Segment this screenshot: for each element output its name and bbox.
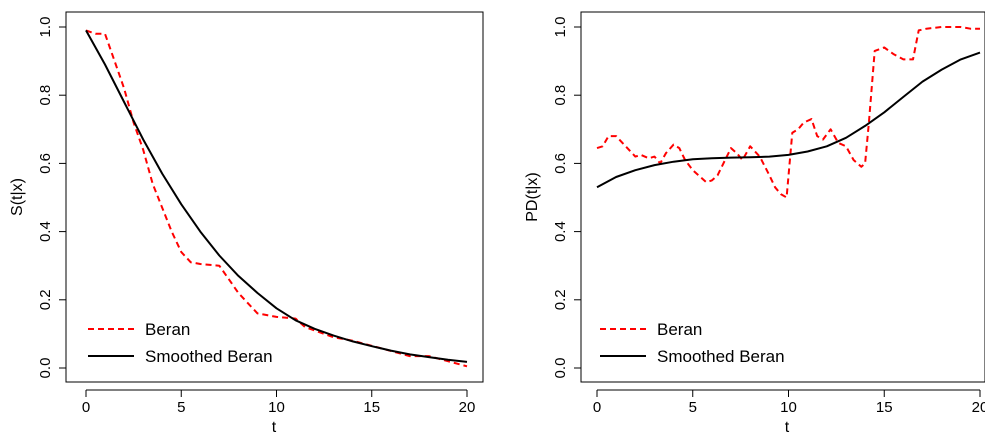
x-tick-label: 20 [972,399,985,416]
legend: Beran Smoothed Beran [600,320,785,366]
x-tick-label: 15 [876,399,893,416]
x-axis: 0 5 10 15 20 [82,389,476,416]
series-layer [596,26,981,199]
y-tick-label: 1.0 [552,17,569,38]
y-tick-label: 0.2 [552,289,569,310]
y-axis-label: S(t|x) [9,178,26,216]
x-tick-label: 5 [177,399,185,416]
x-axis-label: t [785,419,790,436]
legend: Beran Smoothed Beran [88,320,273,366]
y-axis: 0.0 0.2 0.4 0.6 0.8 1.0 [37,17,67,379]
y-tick-label: 0.8 [552,85,569,106]
y-tick-label: 0.8 [37,85,54,106]
beran-series-line [596,26,980,199]
y-tick-label: 0.6 [552,153,569,174]
y-tick-label: 0.0 [552,358,569,379]
x-tick-label: 0 [593,399,601,416]
plot-box [580,11,985,383]
panel-pd: 0 5 10 15 20 0.0 0.2 0.4 0.6 0.8 1.0 t PD(t|x) Be… [524,11,985,436]
x-tick-label: 10 [268,399,285,416]
legend-beran-label: Beran [145,320,190,339]
x-tick-label: 5 [689,399,697,416]
y-tick-label: 1.0 [37,17,54,38]
y-tick-label: 0.2 [37,289,54,310]
x-tick-label: 0 [82,399,90,416]
x-axis: 0 5 10 15 20 [593,389,985,416]
x-tick-label: 20 [459,399,476,416]
x-tick-label: 10 [780,399,797,416]
panel-survival: 0 5 10 15 20 0.0 0.2 0.4 0.6 0.8 1.0 t S(t|x) Ber… [9,11,484,436]
plot-box [65,11,484,383]
x-axis-label: t [272,419,277,436]
y-tick-label: 0.0 [37,358,54,379]
y-axis: 0.0 0.2 0.4 0.6 0.8 1.0 [552,17,582,379]
y-tick-label: 0.6 [37,153,54,174]
y-axis-label: PD(t|x) [524,172,541,221]
legend-smoothed-label: Smoothed Beran [657,347,785,366]
smoothed-beran-series-line [85,29,468,363]
x-tick-label: 15 [363,399,380,416]
smoothed-beran-series-line [596,51,981,189]
series-layer [85,29,468,368]
legend-smoothed-label: Smoothed Beran [145,347,273,366]
legend-beran-label: Beran [657,320,702,339]
beran-series-line [85,29,468,368]
y-tick-label: 0.4 [552,221,569,242]
y-tick-label: 0.4 [37,221,54,242]
